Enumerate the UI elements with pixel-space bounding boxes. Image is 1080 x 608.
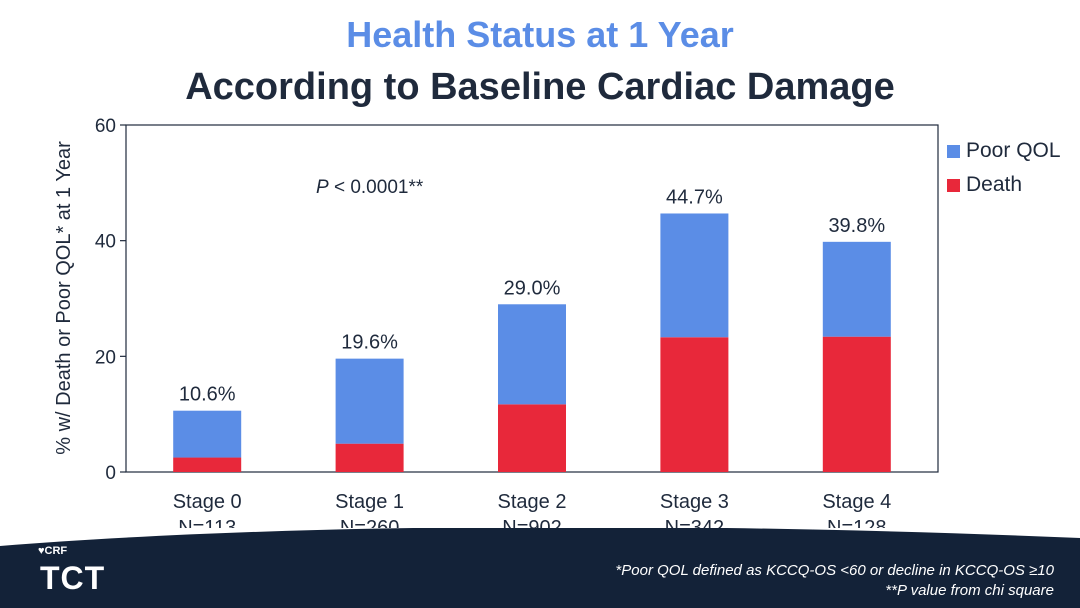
y-tick-label: 20 — [95, 347, 116, 368]
category-n-label-2: N=902 — [502, 517, 562, 528]
total-label-0: 10.6% — [179, 384, 236, 406]
y-tick-label: 0 — [105, 463, 116, 484]
footnote-qol-definition: *Poor QOL defined as KCCQ-OS <60 or decl… — [615, 562, 1054, 579]
p-value-annotation: P < 0.0001** — [316, 177, 424, 198]
bar-death-4 — [822, 336, 891, 472]
footer-band — [0, 528, 1080, 608]
heart-icon: ♥ — [38, 545, 45, 557]
chart-title: Health Status at 1 Year — [346, 14, 734, 55]
y-tick-label: 60 — [95, 116, 116, 137]
category-n-label-0: N=113 — [178, 517, 236, 528]
category-label-2: Stage 2 — [498, 491, 567, 513]
category-label-0: Stage 0 — [173, 491, 242, 513]
category-n-label-4: N=128 — [827, 517, 887, 528]
legend-label-1: Death — [966, 173, 1022, 196]
category-label-3: Stage 3 — [660, 491, 729, 513]
category-n-label-1: N=260 — [340, 517, 400, 528]
bar-death-0 — [173, 457, 242, 472]
y-axis-label: % w/ Death or Poor QOL* at 1 Year — [53, 141, 75, 455]
bar-poor-qol-4 — [822, 241, 891, 337]
footer-wave — [0, 528, 1080, 546]
legend-swatch-1 — [947, 179, 960, 192]
total-label-4: 39.8% — [828, 215, 885, 237]
bar-poor-qol-0 — [173, 410, 242, 458]
category-label-1: Stage 1 — [335, 491, 404, 513]
bar-poor-qol-1 — [335, 358, 404, 444]
bar-poor-qol-3 — [660, 213, 729, 338]
bar-death-1 — [335, 443, 404, 472]
crf-logo: ♥CRF — [38, 545, 68, 557]
bar-death-2 — [498, 404, 566, 472]
y-tick-label: 40 — [95, 232, 116, 253]
total-label-1: 19.6% — [341, 332, 398, 354]
bar-death-3 — [660, 337, 729, 472]
footnote-p-value: **P value from chi square — [885, 582, 1054, 599]
category-n-label-3: N=342 — [665, 517, 725, 528]
bar-poor-qol-2 — [498, 304, 566, 405]
category-label-4: Stage 4 — [822, 491, 891, 513]
total-label-2: 29.0% — [504, 277, 561, 299]
tct-logo: TCT — [40, 560, 106, 596]
total-label-3: 44.7% — [666, 186, 723, 208]
legend-swatch-0 — [947, 145, 960, 158]
chart: 0 20 40 60 % w/ Death or Poor QOL* at 1 Year… — [53, 116, 1061, 528]
chart-subtitle: According to Baseline Cardiac Damage — [185, 66, 895, 108]
legend-label-0: Poor QOL — [966, 139, 1061, 162]
